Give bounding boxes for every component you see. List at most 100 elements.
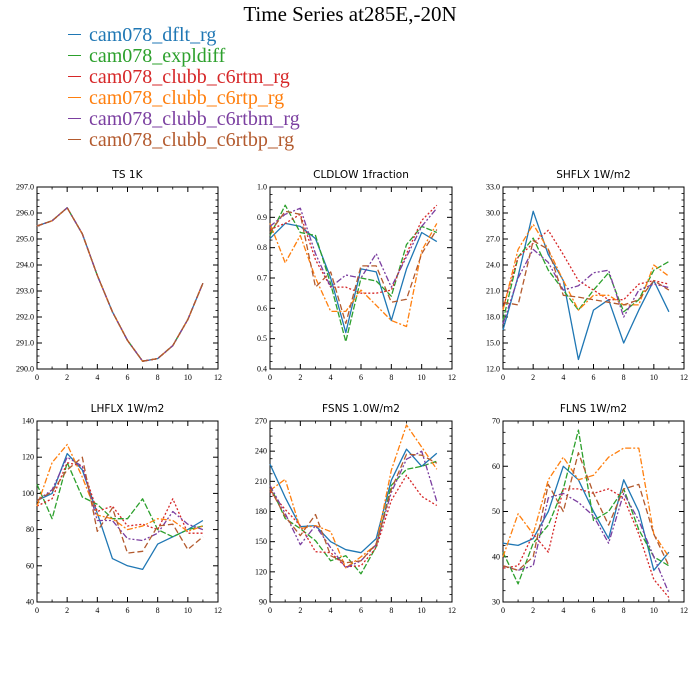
x-tick-label: 0 <box>35 606 39 615</box>
y-tick-label: 0.5 <box>257 334 267 343</box>
x-tick-label: 10 <box>184 606 192 615</box>
legend-swatch <box>68 55 81 56</box>
series-line <box>502 447 670 558</box>
series-line <box>269 210 438 325</box>
series-line <box>36 456 204 542</box>
x-tick-label: 6 <box>592 606 596 615</box>
x-tick-label: 8 <box>156 373 160 382</box>
legend-item: cam078_expldiff <box>68 45 300 66</box>
series-line <box>269 424 438 569</box>
legend-label: cam078_clubb_c6rtbm_rg <box>89 107 300 130</box>
legend-item: cam078_clubb_c6rtp_rg <box>68 87 300 108</box>
legend-swatch <box>68 34 81 35</box>
legend-label: cam078_expldiff <box>89 44 226 67</box>
x-tick-label: 12 <box>214 373 222 382</box>
series-line <box>36 461 204 538</box>
y-tick-label: 150 <box>255 537 267 546</box>
x-tick-label: 8 <box>622 606 626 615</box>
x-tick-label: 6 <box>592 373 596 382</box>
x-tick-label: 2 <box>298 373 302 382</box>
legend-label: cam078_dflt_rg <box>89 23 217 46</box>
series-line <box>269 204 438 294</box>
y-tick-label: 297.0 <box>16 183 34 192</box>
x-tick-label: 0 <box>501 373 505 382</box>
series-line <box>502 210 670 361</box>
series-line <box>269 460 438 575</box>
series-line <box>502 492 670 594</box>
series-line <box>269 448 438 554</box>
y-tick-label: 270 <box>255 417 267 426</box>
series-line <box>36 207 204 362</box>
y-tick-label: 290.0 <box>16 365 34 374</box>
y-tick-label: 21.0 <box>486 287 500 296</box>
chart-panel: FLNS 1W/m2 30 40 50 60 70 0 2 4 6 8 10 12 <box>492 403 688 615</box>
x-tick-label: 0 <box>268 373 272 382</box>
legend-item: cam078_clubb_c6rtm_rg <box>68 66 300 87</box>
series-line <box>36 443 204 533</box>
plot-frame <box>36 186 219 370</box>
panel-title: SHFLX 1W/m2 <box>556 169 631 181</box>
y-tick-label: 70 <box>492 417 500 426</box>
series-line <box>269 450 438 569</box>
series-line <box>502 229 670 309</box>
x-tick-label: 2 <box>65 373 69 382</box>
y-tick-label: 293.0 <box>16 287 34 296</box>
y-tick-label: 240 <box>255 447 267 456</box>
series-line <box>269 453 438 564</box>
plot-frame <box>502 186 685 370</box>
x-tick-label: 2 <box>531 606 535 615</box>
panel-title: FSNS 1.0W/m2 <box>322 403 400 415</box>
y-tick-label: 27.0 <box>486 235 500 244</box>
x-tick-label: 12 <box>448 373 456 382</box>
y-tick-label: 294.0 <box>16 261 34 270</box>
y-tick-label: 40 <box>26 598 34 607</box>
legend-item: cam078_clubb_c6rtbp_rg <box>68 129 300 150</box>
series-line <box>36 207 204 362</box>
x-tick-label: 2 <box>298 606 302 615</box>
series-line <box>502 452 670 571</box>
y-tick-label: 295.0 <box>16 235 34 244</box>
y-tick-label: 292.0 <box>16 313 34 322</box>
x-tick-label: 10 <box>418 606 426 615</box>
series-line <box>36 456 204 554</box>
plot-frame <box>269 420 453 603</box>
panel-title: CLDLOW 1fraction <box>313 169 409 181</box>
y-tick-label: 291.0 <box>16 339 34 348</box>
legend: cam078_dflt_rg cam078_expldiff cam078_cl… <box>68 24 300 150</box>
x-tick-label: 10 <box>650 373 658 382</box>
y-tick-label: 1.0 <box>257 183 267 192</box>
series-line <box>502 429 670 585</box>
y-tick-label: 180 <box>255 507 267 516</box>
x-tick-label: 12 <box>680 373 688 382</box>
x-tick-label: 6 <box>359 373 363 382</box>
y-tick-label: 40 <box>492 552 500 561</box>
y-tick-label: 0.7 <box>257 274 267 283</box>
y-tick-label: 18.0 <box>486 313 500 322</box>
x-tick-label: 0 <box>501 606 505 615</box>
panel-title: TS 1K <box>112 169 144 181</box>
x-tick-label: 4 <box>329 606 333 615</box>
y-tick-label: 50 <box>492 507 500 516</box>
y-tick-label: 0.6 <box>257 304 267 313</box>
panel-title: LHFLX 1W/m2 <box>91 403 165 415</box>
x-tick-label: 4 <box>329 373 333 382</box>
y-tick-label: 296.0 <box>16 209 34 218</box>
y-tick-label: 0.8 <box>257 243 267 252</box>
y-tick-label: 12.0 <box>486 365 500 374</box>
x-tick-label: 12 <box>448 606 456 615</box>
x-tick-label: 12 <box>680 606 688 615</box>
series-line <box>502 223 670 311</box>
y-tick-label: 30 <box>492 598 500 607</box>
y-tick-label: 30.0 <box>486 209 500 218</box>
y-tick-label: 90 <box>259 598 267 607</box>
x-tick-label: 4 <box>95 606 99 615</box>
series-line <box>36 207 204 362</box>
series-line <box>502 488 670 598</box>
series-line <box>36 207 204 362</box>
y-tick-label: 60 <box>26 561 34 570</box>
legend-label: cam078_clubb_c6rtp_rg <box>89 86 285 109</box>
y-tick-label: 0.4 <box>257 365 267 374</box>
y-tick-label: 15.0 <box>486 339 500 348</box>
series-line <box>36 452 204 571</box>
legend-label: cam078_clubb_c6rtm_rg <box>89 65 290 88</box>
